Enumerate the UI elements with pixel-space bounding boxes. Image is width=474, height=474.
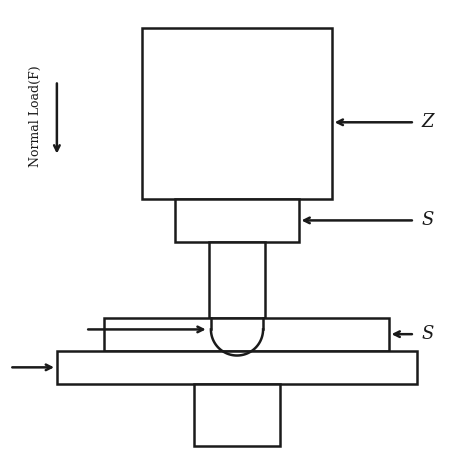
Text: Z: Z: [422, 113, 434, 131]
Text: Normal Load(F): Normal Load(F): [29, 65, 42, 167]
Bar: [142, 28, 332, 199]
Text: S: S: [422, 211, 434, 229]
Bar: [194, 384, 280, 446]
Text: S: S: [422, 325, 434, 343]
Bar: [175, 199, 299, 242]
Bar: [209, 242, 265, 318]
Bar: [104, 318, 389, 351]
Bar: [57, 351, 417, 384]
